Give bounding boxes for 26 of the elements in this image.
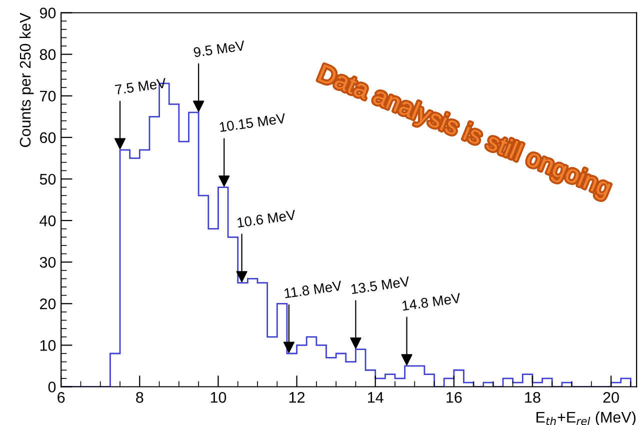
- y-tick-label: 0: [48, 382, 56, 392]
- x-tick-label: 16: [446, 392, 462, 403]
- x-tick-label: 8: [136, 392, 144, 403]
- y-tick-label: 60: [40, 132, 56, 144]
- y-tick-label: 40: [40, 215, 56, 226]
- y-tick-label: 20: [40, 298, 56, 310]
- x-tick-label: 20: [603, 392, 619, 403]
- x-tick-label: 6: [58, 392, 65, 403]
- annotation: 7.5 MeV: [114, 78, 167, 95]
- y-tick-label: 10: [40, 340, 56, 351]
- y-tick-label: 70: [40, 90, 56, 102]
- x-tick-label: 10: [210, 392, 226, 403]
- annotation: 10.15 MeV: [219, 113, 286, 132]
- annotation: 9.5 MeV: [193, 40, 246, 58]
- y-axis-title: Counts per 250 keV: [19, 12, 34, 148]
- y-tick-label: 30: [40, 256, 56, 268]
- annotation: 10.6 MeV: [236, 210, 296, 228]
- annotation: 13.5 MeV: [350, 276, 410, 294]
- x-tick-label: 14: [368, 392, 384, 403]
- annotation: 11.8 MeV: [284, 280, 342, 298]
- annotation: 14.8 MeV: [402, 292, 462, 311]
- x-tick-label: 18: [525, 392, 540, 403]
- y-tick-label: 80: [40, 49, 56, 60]
- x-tick-label: 12: [289, 392, 305, 403]
- y-tick-label: 90: [40, 8, 56, 18]
- y-tick-label: 50: [40, 174, 56, 185]
